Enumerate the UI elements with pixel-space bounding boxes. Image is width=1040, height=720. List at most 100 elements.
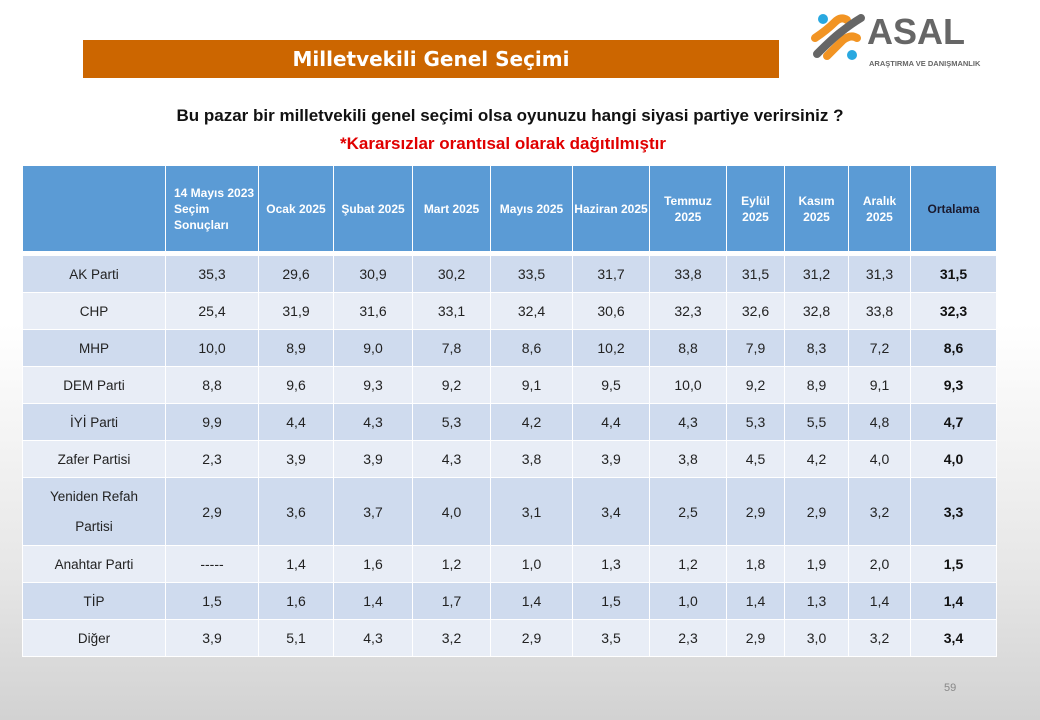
- value-cell: 4,4: [258, 403, 334, 441]
- value-cell: 8,9: [258, 329, 334, 367]
- value-cell: 1,4: [726, 582, 785, 620]
- value-cell: 9,9: [165, 403, 259, 441]
- value-cell: 5,5: [784, 403, 849, 441]
- header-column: Temmuz 2025: [649, 165, 727, 252]
- poll-results-table: 14 Mayıs 2023 Seçim Sonuçları Ocak 2025 Şu…: [22, 165, 997, 657]
- average-cell: 4,7: [910, 403, 997, 441]
- average-cell: 1,4: [910, 582, 997, 620]
- header-column: Aralık 2025: [848, 165, 911, 252]
- value-cell: 1,2: [649, 545, 727, 583]
- value-cell: 7,2: [848, 329, 911, 367]
- value-cell: 3,9: [165, 619, 259, 657]
- asal-logo-icon: ASAL ARAŞTIRMA VE DANIŞMANLIK: [811, 11, 981, 68]
- party-name: Diğer: [22, 619, 166, 657]
- value-cell: 31,7: [572, 255, 650, 293]
- table-row: Diğer 3,9 5,1 4,3 3,2 2,9 3,5 2,3 2,9 3,0 3,2 3,4: [22, 619, 997, 657]
- value-cell: 8,8: [649, 329, 727, 367]
- value-cell: 1,0: [649, 582, 727, 620]
- average-cell: 32,3: [910, 292, 997, 330]
- value-cell: 9,1: [848, 366, 911, 404]
- value-cell: 2,3: [649, 619, 727, 657]
- value-cell: 32,8: [784, 292, 849, 330]
- header-column: Eylül 2025: [726, 165, 785, 252]
- header-column: Şubat 2025: [333, 165, 413, 252]
- party-name: Zafer Partisi: [22, 440, 166, 478]
- party-name: TİP: [22, 582, 166, 620]
- value-cell: 1,0: [490, 545, 573, 583]
- table-row: DEM Parti 8,8 9,6 9,3 9,2 9,1 9,5 10,0 9,2 8,9 9,1…: [22, 366, 997, 404]
- value-cell: 3,8: [649, 440, 727, 478]
- value-cell: -----: [165, 545, 259, 583]
- value-cell: 9,5: [572, 366, 650, 404]
- value-cell: 3,2: [412, 619, 491, 657]
- value-cell: 31,3: [848, 255, 911, 293]
- average-cell: 31,5: [910, 255, 997, 293]
- value-cell: 31,6: [333, 292, 413, 330]
- value-cell: 3,9: [572, 440, 650, 478]
- table-row: AK Parti 35,3 29,6 30,9 30,2 33,5 31,7 33,8 31,5…: [22, 255, 997, 293]
- value-cell: 1,6: [258, 582, 334, 620]
- header-column: 14 Mayıs 2023 Seçim Sonuçları: [165, 165, 259, 252]
- value-cell: 32,4: [490, 292, 573, 330]
- party-name: DEM Parti: [22, 366, 166, 404]
- average-cell: 1,5: [910, 545, 997, 583]
- value-cell: 10,2: [572, 329, 650, 367]
- value-cell: 3,6: [258, 477, 334, 546]
- value-cell: 32,6: [726, 292, 785, 330]
- value-cell: 8,9: [784, 366, 849, 404]
- value-cell: 5,3: [412, 403, 491, 441]
- value-cell: 31,2: [784, 255, 849, 293]
- value-cell: 3,1: [490, 477, 573, 546]
- value-cell: 35,3: [165, 255, 259, 293]
- value-cell: 9,3: [333, 366, 413, 404]
- value-cell: 2,5: [649, 477, 727, 546]
- value-cell: 1,4: [333, 582, 413, 620]
- value-cell: 3,9: [258, 440, 334, 478]
- value-cell: 1,5: [572, 582, 650, 620]
- value-cell: 33,5: [490, 255, 573, 293]
- value-cell: 2,9: [784, 477, 849, 546]
- value-cell: 1,2: [412, 545, 491, 583]
- value-cell: 4,0: [848, 440, 911, 478]
- survey-question: Bu pazar bir milletvekili genel seçimi o…: [176, 106, 844, 125]
- value-cell: 1,5: [165, 582, 259, 620]
- value-cell: 30,6: [572, 292, 650, 330]
- average-cell: 3,4: [910, 619, 997, 657]
- value-cell: 4,0: [412, 477, 491, 546]
- header-corner: [22, 165, 166, 252]
- table-row: TİP 1,5 1,6 1,4 1,7 1,4 1,5 1,0 1,4 1,3 1,4 1,4: [22, 582, 997, 620]
- value-cell: 3,7: [333, 477, 413, 546]
- table-row: Zafer Partisi 2,3 3,9 3,9 4,3 3,8 3,9 3,8 4,5 4,2…: [22, 440, 997, 478]
- header-gap: [22, 251, 997, 256]
- table-row: CHP 25,4 31,9 31,6 33,1 32,4 30,6 32,3 32,6 32,8 3…: [22, 292, 997, 330]
- value-cell: 2,9: [726, 619, 785, 657]
- value-cell: 7,9: [726, 329, 785, 367]
- party-name: MHP: [22, 329, 166, 367]
- value-cell: 2,0: [848, 545, 911, 583]
- value-cell: 2,9: [490, 619, 573, 657]
- party-name: CHP: [22, 292, 166, 330]
- value-cell: 31,9: [258, 292, 334, 330]
- value-cell: 3,5: [572, 619, 650, 657]
- value-cell: 3,2: [848, 619, 911, 657]
- header-column: Mart 2025: [412, 165, 491, 252]
- value-cell: 3,8: [490, 440, 573, 478]
- header-average: Ortalama: [910, 165, 997, 252]
- header-column: Kasım 2025: [784, 165, 849, 252]
- average-cell: 3,3: [910, 477, 997, 546]
- table-header-row: 14 Mayıs 2023 Seçim Sonuçları Ocak 2025 Şu…: [22, 165, 997, 252]
- average-cell: 8,6: [910, 329, 997, 367]
- party-name: İYİ Parti: [22, 403, 166, 441]
- value-cell: 1,3: [572, 545, 650, 583]
- table-row: Yeniden Refah Partisi 2,9 3,6 3,7 4,0 3,1 3,4 2…: [22, 477, 997, 546]
- value-cell: 25,4: [165, 292, 259, 330]
- value-cell: 3,2: [848, 477, 911, 546]
- value-cell: 2,3: [165, 440, 259, 478]
- value-cell: 4,4: [572, 403, 650, 441]
- value-cell: 32,3: [649, 292, 727, 330]
- value-cell: 33,8: [649, 255, 727, 293]
- table-row: MHP 10,0 8,9 9,0 7,8 8,6 10,2 8,8 7,9 8,3 7,2 8,6: [22, 329, 997, 367]
- value-cell: 4,3: [649, 403, 727, 441]
- value-cell: 5,3: [726, 403, 785, 441]
- value-cell: 9,2: [726, 366, 785, 404]
